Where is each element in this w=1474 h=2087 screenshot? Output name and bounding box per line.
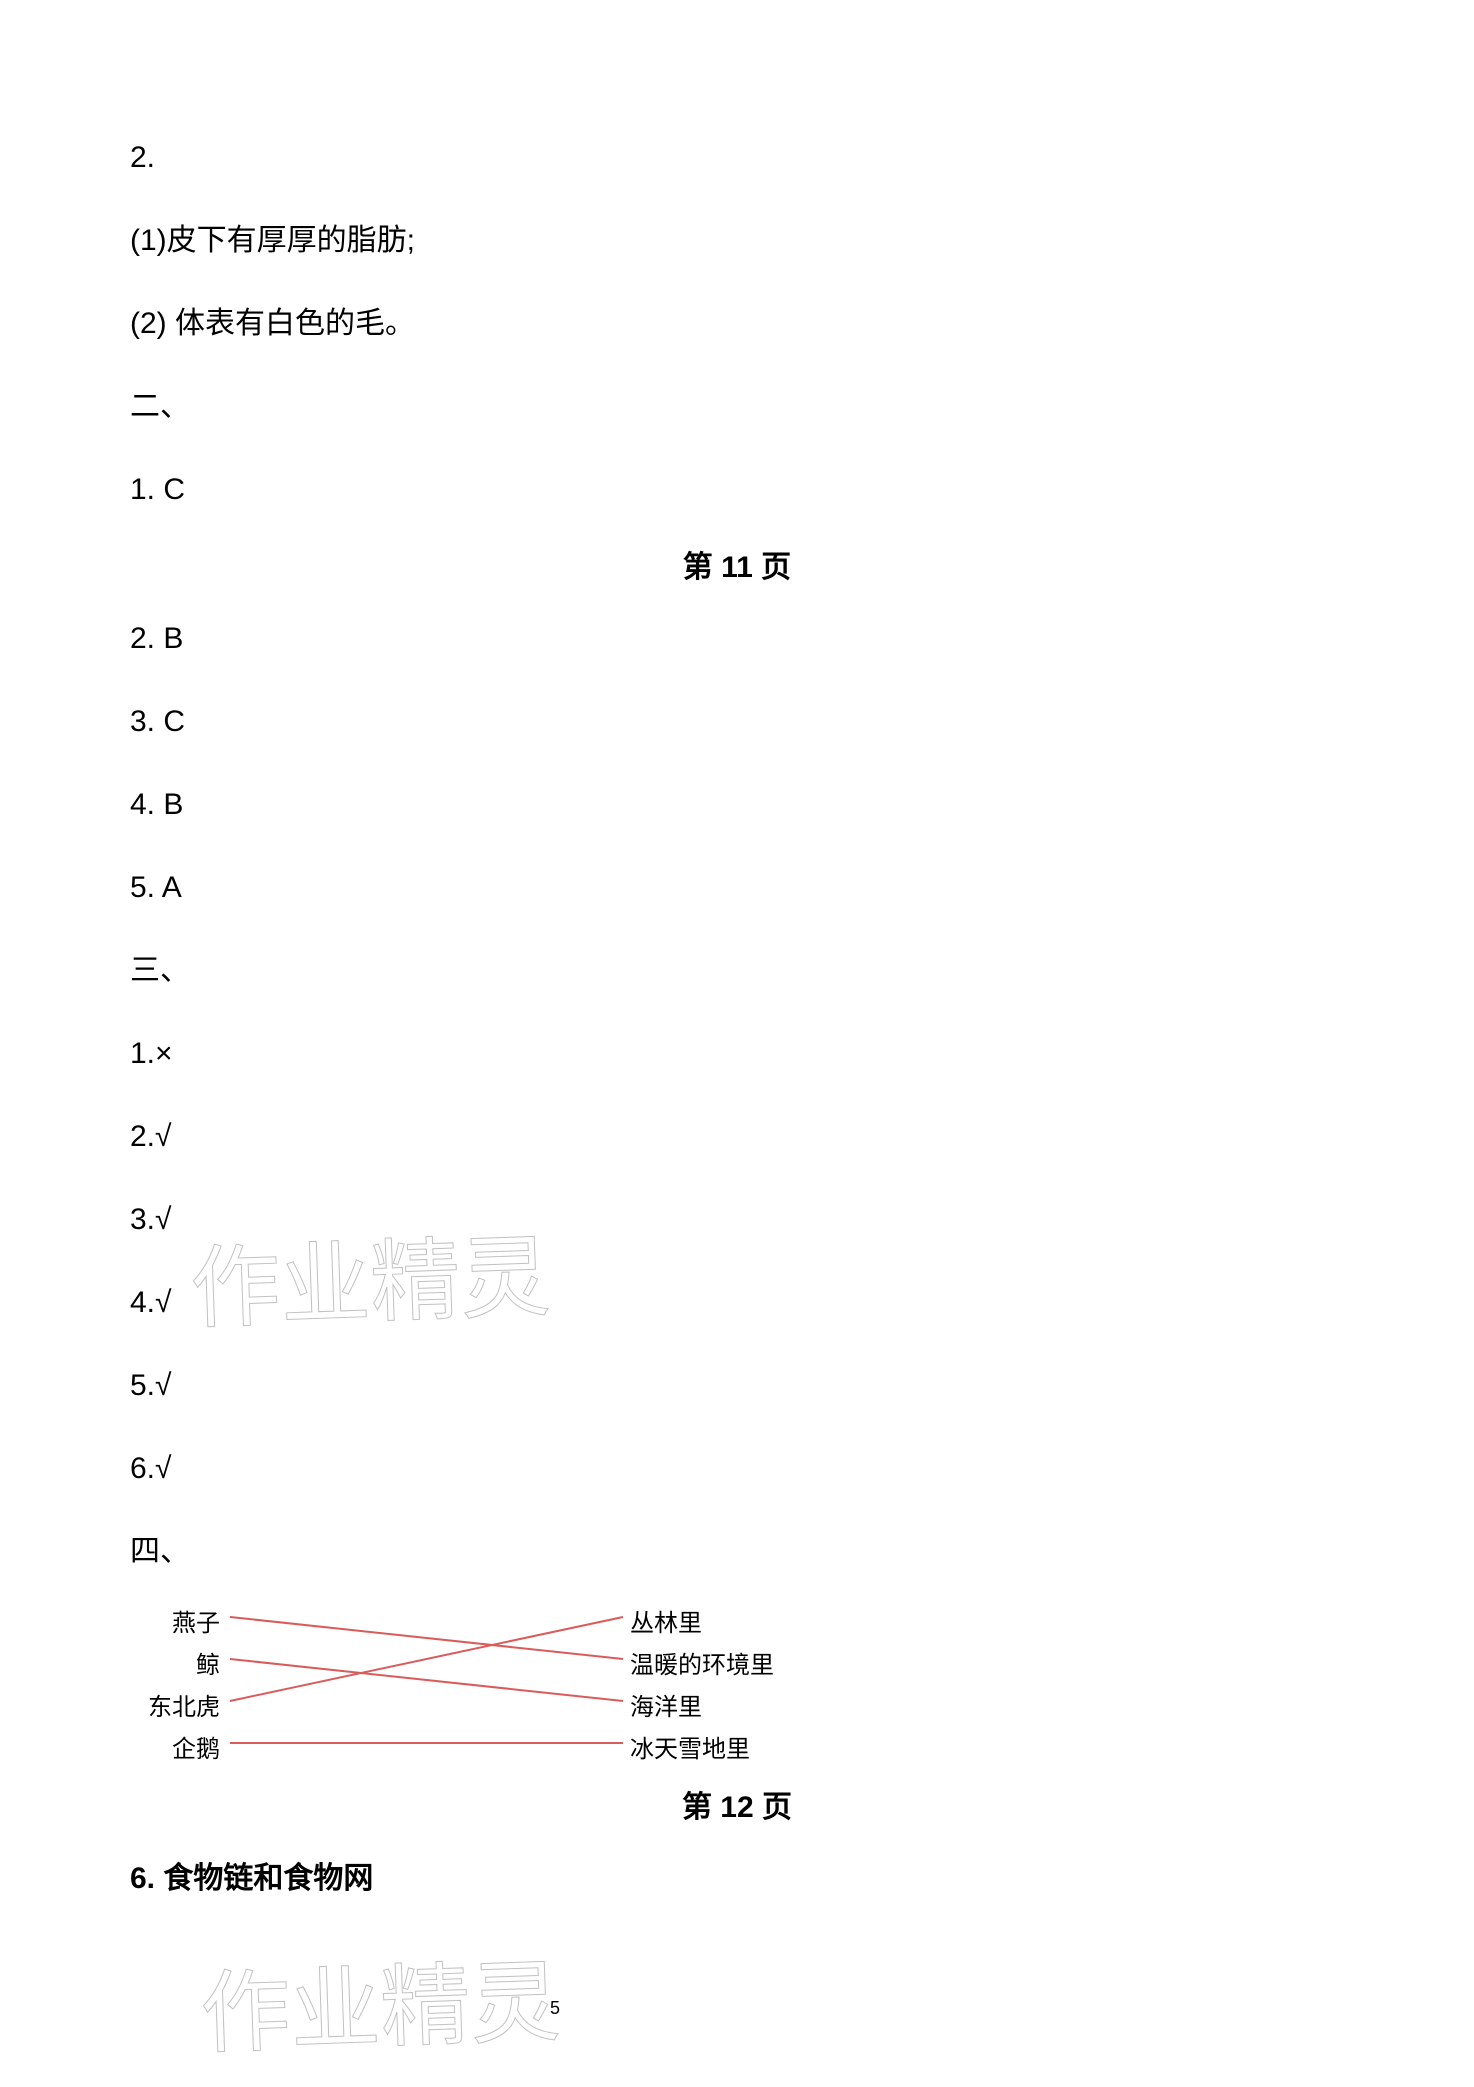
- match-left-label: 东北虎: [140, 1687, 220, 1722]
- answer-line: 3. C: [130, 684, 1344, 759]
- answer-line: 1. C: [130, 452, 1344, 527]
- answer-line: 2. B: [130, 601, 1344, 676]
- answer-line: (1)皮下有厚厚的脂肪;: [130, 203, 1344, 278]
- answer-line: 5. A: [130, 850, 1344, 925]
- match-right-label: 温暖的环境里: [630, 1645, 774, 1680]
- page-header: 第 12 页: [130, 1782, 1344, 1826]
- document-content: 2. (1)皮下有厚厚的脂肪; (2) 体表有白色的毛。 二、 1. C 第 1…: [0, 0, 1474, 1916]
- watermark-text: 作业精灵: [198, 1929, 562, 2071]
- match-left-label: 企鹅: [140, 1729, 220, 1764]
- match-left-label: 燕子: [140, 1603, 220, 1638]
- match-left-label: 鲸: [140, 1645, 220, 1680]
- answer-line: 4. B: [130, 767, 1344, 842]
- answer-line: 2.√: [130, 1099, 1344, 1174]
- page-number: 5: [550, 1998, 560, 2019]
- answer-line: 6.√: [130, 1431, 1344, 1506]
- answer-line: 3.√: [130, 1182, 1344, 1257]
- answer-line: 4.√: [130, 1265, 1344, 1340]
- answer-line: (2) 体表有白色的毛。: [130, 286, 1344, 361]
- answer-line: 5.√: [130, 1348, 1344, 1423]
- match-right-label: 海洋里: [630, 1687, 702, 1722]
- match-right-label: 丛林里: [630, 1603, 702, 1638]
- answer-line: 1.×: [130, 1016, 1344, 1091]
- page-header: 第 11 页: [130, 542, 1344, 586]
- matching-diagram: 燕子鲸东北虎企鹅 丛林里温暖的环境里海洋里冰天雪地里: [140, 1597, 890, 1767]
- matching-lines-svg: [140, 1597, 890, 1767]
- match-right-label: 冰天雪地里: [630, 1729, 750, 1764]
- answer-line: 6. 食物链和食物网: [130, 1841, 1344, 1916]
- answer-line: 2.: [130, 120, 1344, 195]
- answer-line: 二、: [130, 369, 1344, 444]
- answer-line: 三、: [130, 933, 1344, 1008]
- answer-line: 四、: [130, 1514, 1344, 1589]
